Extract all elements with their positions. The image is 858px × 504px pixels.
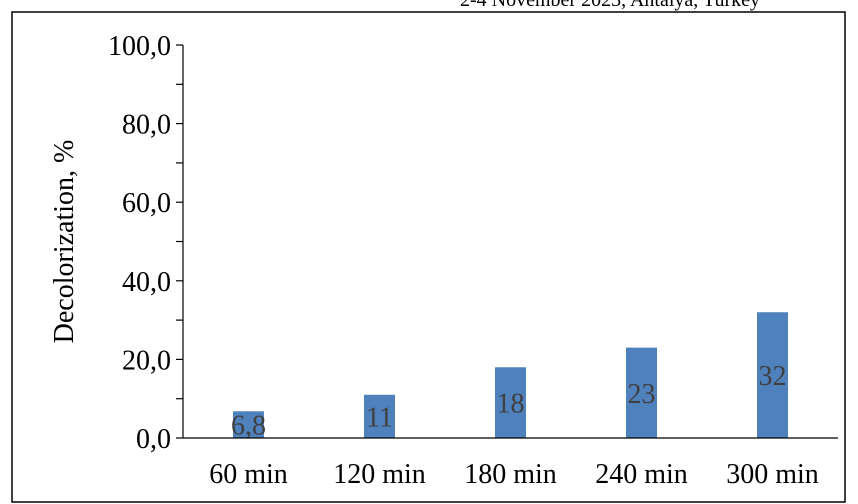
data-labels: 6,8 11 18 23 32	[231, 361, 787, 442]
data-label: 11	[366, 402, 393, 433]
data-label: 6,8	[231, 411, 266, 442]
bar	[626, 347, 657, 438]
y-tick-label: 40,0	[122, 267, 171, 298]
x-tick-label: 60 min	[209, 459, 288, 490]
y-tick-label: 20,0	[122, 345, 171, 376]
x-tick-label: 120 min	[333, 459, 426, 490]
chart-frame	[11, 11, 846, 503]
bar	[757, 312, 788, 438]
bar	[364, 394, 395, 438]
x-tick-label: 240 min	[595, 459, 688, 490]
y-tick-label: 80,0	[122, 110, 171, 141]
data-label: 18	[497, 389, 525, 420]
x-axis-tick-labels: 60 min 120 min 180 min 240 min 300 min	[209, 459, 819, 490]
bar	[233, 411, 264, 438]
data-label: 32	[759, 361, 787, 392]
bar	[495, 367, 526, 438]
x-tick-label: 180 min	[464, 459, 557, 490]
y-axis-tick-labels: 0,0 20,0 40,0 60,0 80,0 100,0	[108, 31, 171, 455]
y-tick-label: 0,0	[136, 424, 171, 455]
y-axis-title: Decolorization, %	[49, 140, 80, 344]
data-label: 23	[628, 379, 656, 410]
x-tick-label: 300 min	[726, 459, 819, 490]
y-tick-label: 100,0	[108, 31, 171, 62]
y-tick-label: 60,0	[122, 188, 171, 219]
bars	[233, 312, 788, 438]
y-axis-ticks	[176, 44, 183, 439]
header-conference-text: 2-4 November 2023, Antalya, Turkey	[460, 0, 760, 11]
